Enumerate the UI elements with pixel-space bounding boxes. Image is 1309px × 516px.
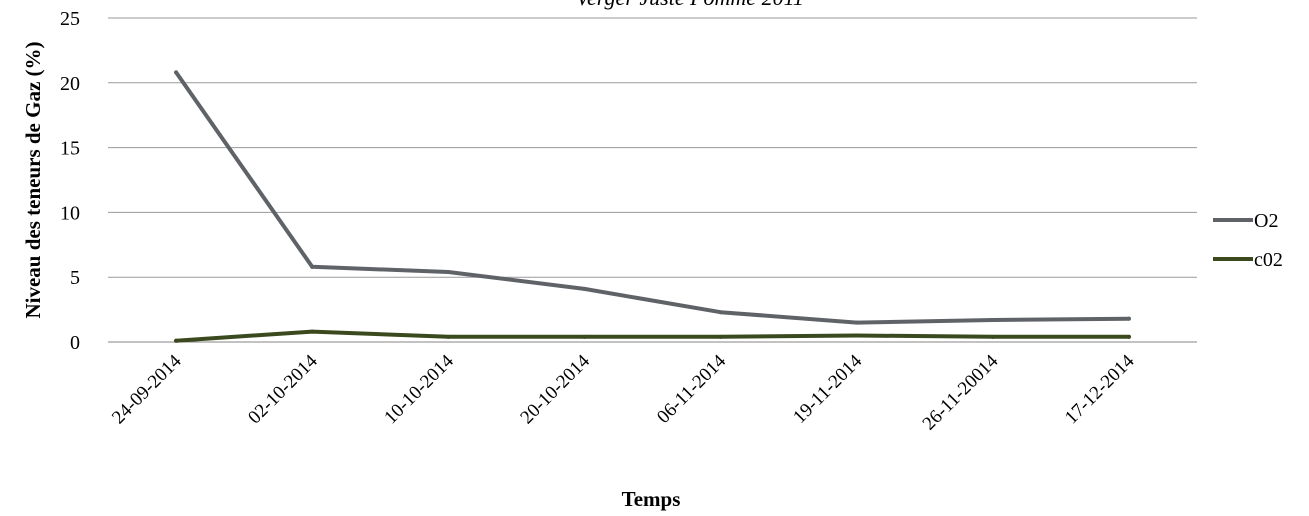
data-point — [310, 329, 315, 334]
data-point — [854, 333, 859, 338]
data-point — [1126, 316, 1131, 321]
data-point — [990, 334, 995, 339]
x-tick-label: 02-10-2014 — [244, 350, 322, 428]
data-point — [174, 70, 179, 75]
y-tick-label: 15 — [60, 138, 80, 160]
y-tick-label: 5 — [70, 267, 80, 289]
y-tick-label: 10 — [60, 202, 80, 224]
legend-label: c02 — [1254, 249, 1283, 271]
series-line-1 — [174, 329, 1131, 343]
gridlines — [108, 17, 1197, 343]
y-tick-labels: 0 5 10 15 20 25 — [60, 8, 80, 354]
y-tick-label: 25 — [60, 8, 80, 30]
x-tick-labels: 24-09-2014 02-10-2014 10-10-2014 20-10-2014… — [108, 350, 1139, 434]
legend: O2 c02 — [1213, 210, 1283, 271]
data-point — [582, 334, 587, 339]
data-point — [718, 334, 723, 339]
x-tick-label: 26-11-20014 — [919, 350, 1003, 434]
y-tick-label: 20 — [60, 73, 80, 95]
x-tick-label: 19-11-2014 — [789, 350, 866, 427]
series-line-0 — [174, 70, 1131, 325]
x-tick-label: 20-10-2014 — [516, 350, 594, 428]
x-axis-title: Temps — [622, 487, 681, 511]
x-tick-label: 24-09-2014 — [108, 350, 186, 428]
data-point — [446, 334, 451, 339]
x-tick-label: 17-12-2014 — [1061, 350, 1139, 428]
data-point — [582, 286, 587, 291]
data-point — [174, 338, 179, 343]
x-tick-label: 06-11-2014 — [653, 350, 730, 427]
series-lines — [174, 70, 1131, 343]
x-tick-label: 10-10-2014 — [380, 350, 458, 428]
chart-title: Verger Juste Pomme 2011 — [576, 0, 804, 10]
y-axis-title: Niveau des teneurs de Gaz (%) — [21, 41, 45, 318]
data-point — [1126, 334, 1131, 339]
data-point — [990, 317, 995, 322]
y-tick-label: 0 — [70, 332, 80, 354]
data-point — [446, 270, 451, 275]
data-point — [854, 320, 859, 325]
data-point — [310, 264, 315, 269]
legend-label: O2 — [1254, 210, 1278, 232]
data-point — [718, 310, 723, 315]
